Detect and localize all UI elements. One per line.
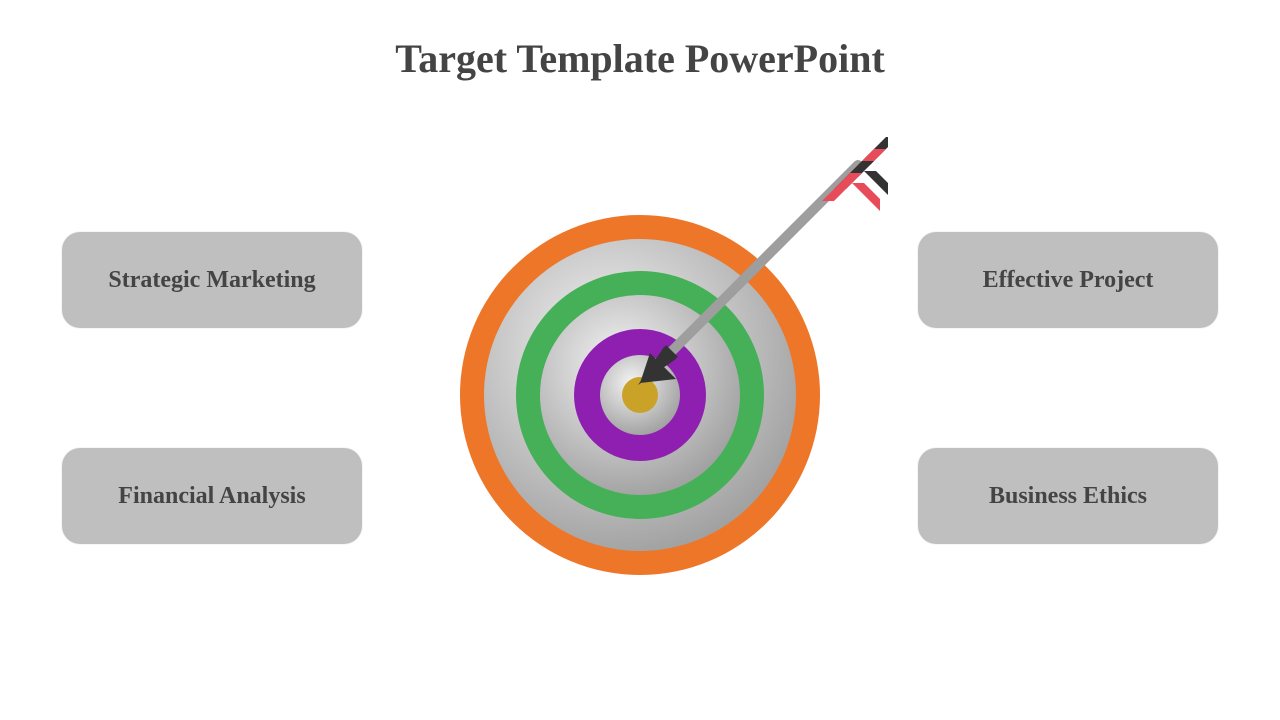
page-title: Target Template PowerPoint (0, 35, 1280, 82)
box-label: Strategic Marketing (108, 267, 315, 294)
box-financial-analysis: Financial Analysis (62, 448, 362, 544)
box-label: Financial Analysis (118, 483, 305, 510)
box-label: Business Ethics (989, 483, 1147, 510)
box-label: Effective Project (983, 267, 1154, 294)
box-business-ethics: Business Ethics (918, 448, 1218, 544)
box-effective-project: Effective Project (918, 232, 1218, 328)
box-strategic-marketing: Strategic Marketing (62, 232, 362, 328)
target-diagram (460, 215, 820, 575)
target-icon (460, 215, 820, 575)
